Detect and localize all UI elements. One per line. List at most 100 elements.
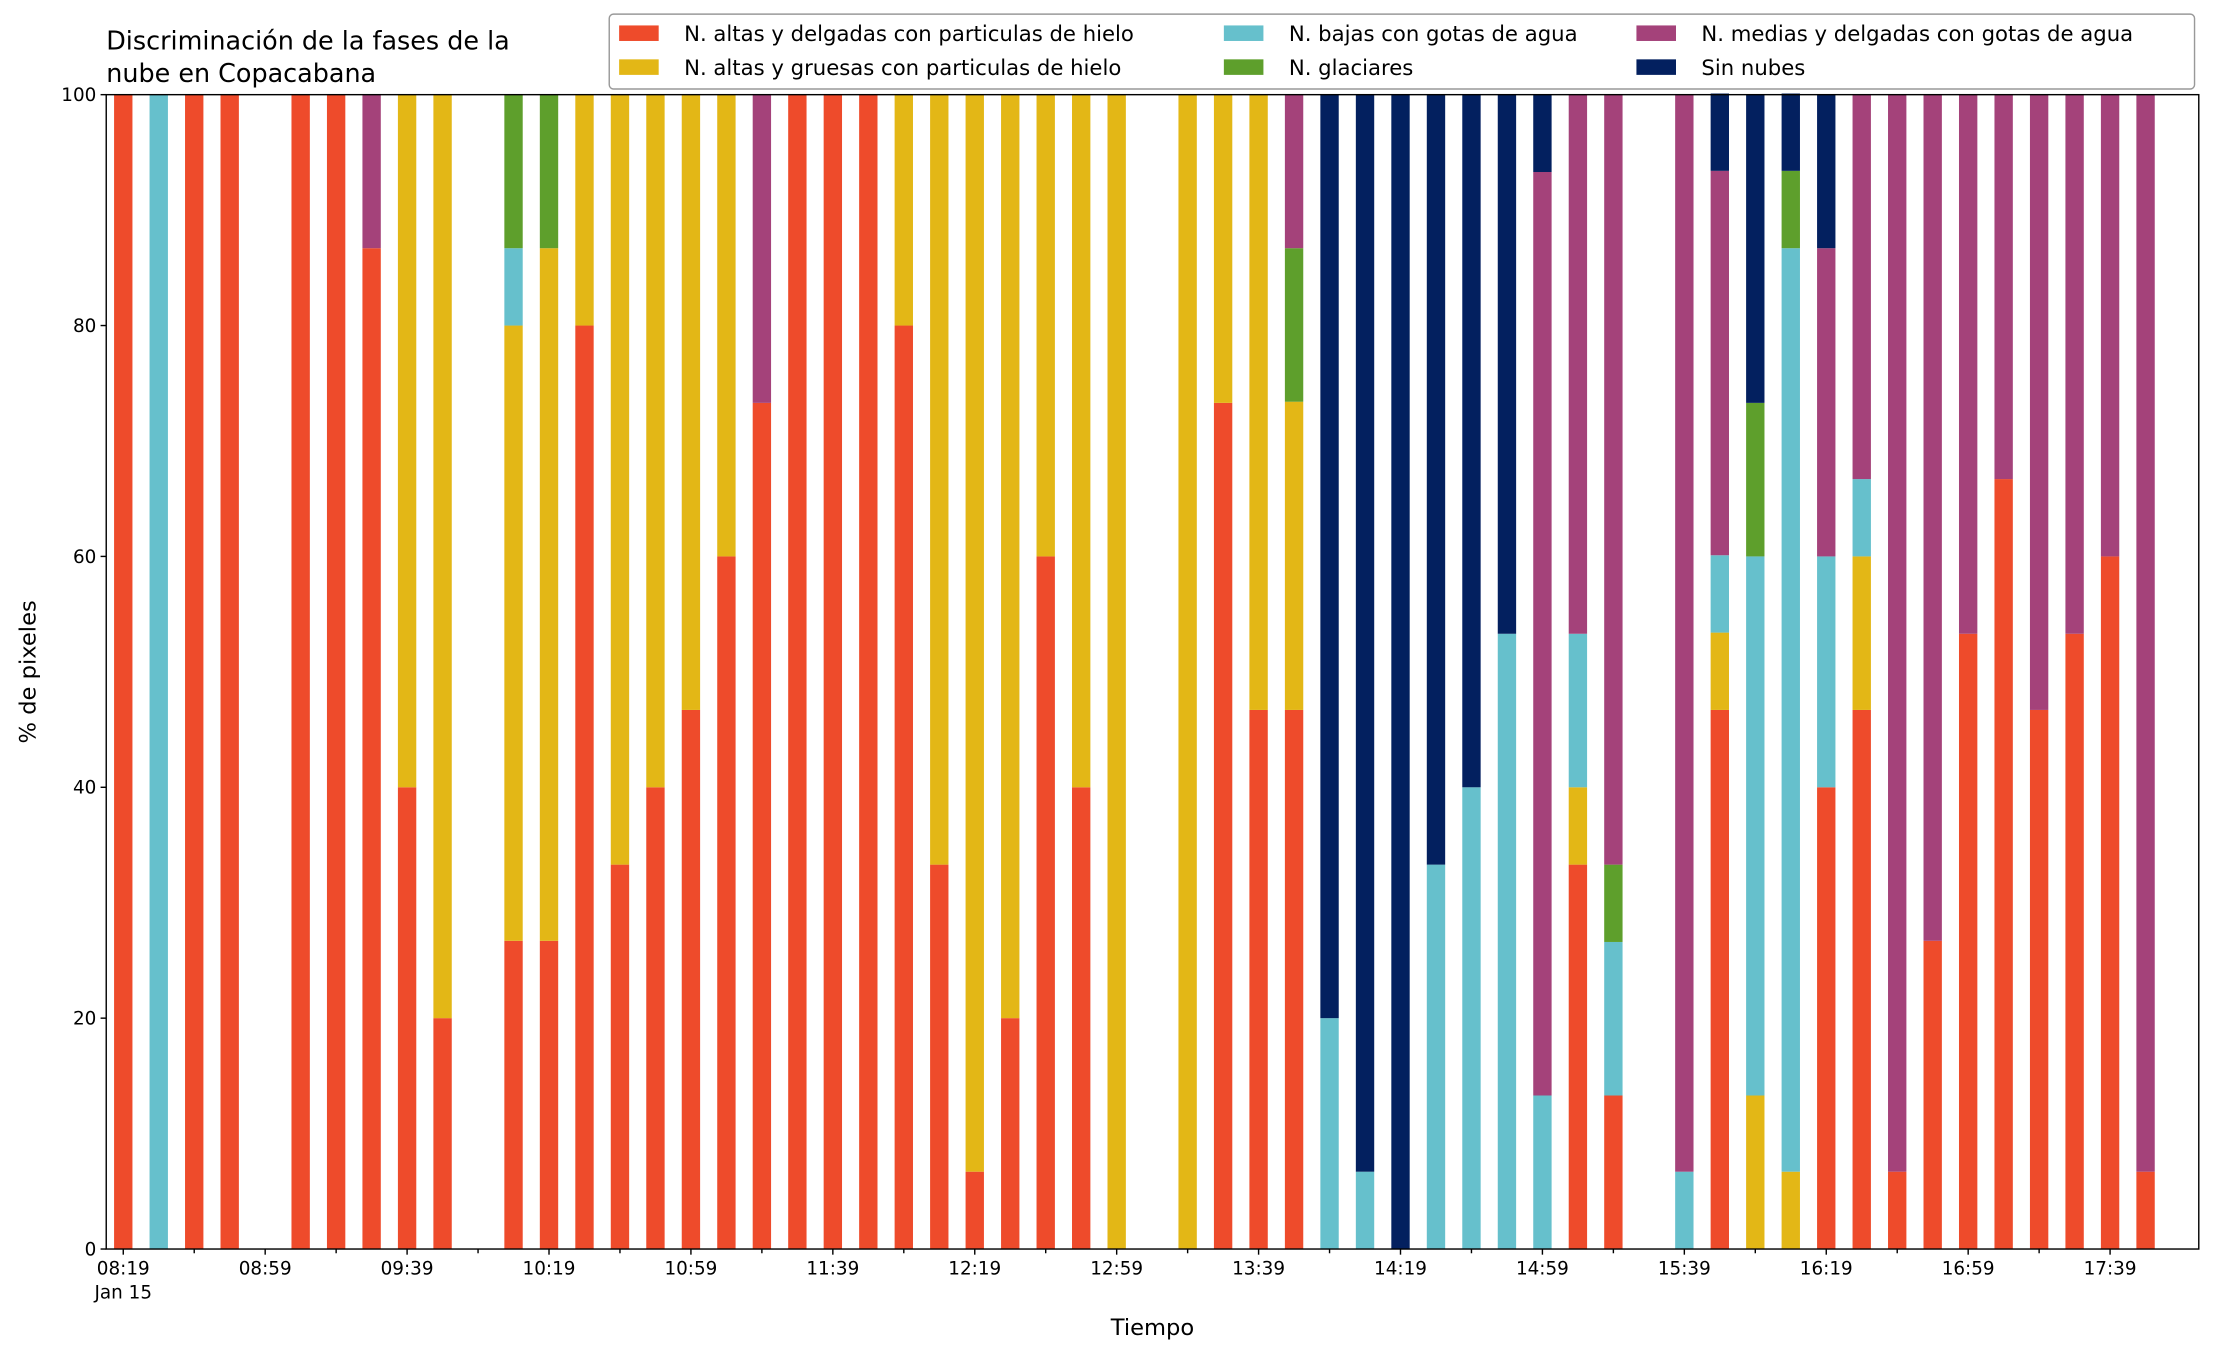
bar-segment [894,94,913,326]
x-tick-label: 17:39 [2084,1258,2137,1279]
bar-segment [504,94,523,249]
x-axis-label: Tiempo [1110,1315,1194,1341]
legend-swatch [619,59,659,75]
x-tick-label: 10:19 [523,1258,576,1279]
bar-segment [1604,864,1623,942]
bar-segment [1817,94,1836,249]
bar-segment [823,94,843,1250]
y-tick-label: 100 [61,85,96,106]
legend-label: N. altas y delgadas con particulas de hi… [684,21,1134,46]
x-tick-label: 15:39 [1658,1258,1711,1279]
bar-segment [1036,556,1055,1250]
bar-segment [1710,93,1729,171]
bar-segment [681,94,701,710]
x-tick-label: 13:39 [1232,1258,1285,1279]
bar-segment [1994,479,2013,1250]
bar-segment [1284,248,1304,402]
bar-segment [1604,941,1623,1096]
bar-segment [2065,94,2084,634]
bar-segment [1781,1171,1800,1250]
bar-segment [1604,94,1623,865]
bar-segment [1284,709,1304,1250]
x-tick-label: 08:19 [97,1258,150,1279]
bar-segment [1001,94,1020,1019]
bar-segment [1888,94,1907,1172]
bar-segment [1568,787,1588,865]
bar-segment [1178,94,1197,1250]
x-tick-label: 10:59 [664,1258,717,1279]
bar-segment [1746,1095,1765,1250]
bar-segment [149,94,168,1250]
bar-segment [1213,94,1233,403]
legend-label: N. altas y gruesas con particulas de hie… [684,55,1121,80]
bar-segment [1533,1095,1552,1250]
bar-segment [1107,94,1126,1250]
bar-segment [1072,94,1091,788]
bar-segment [788,94,807,1250]
bar-segment [1746,402,1765,557]
legend-swatch [1223,25,1264,41]
bar-segment [1391,94,1410,1250]
bar-segment [1710,709,1729,1250]
bar-segment [1462,94,1481,788]
x-tick-label: 14:19 [1374,1258,1427,1279]
bar-segment [1284,401,1304,710]
bar-segment [1355,1171,1375,1250]
legend-label: N. medias y delgadas con gotas de agua [1701,21,2133,46]
bar-segment [504,248,523,326]
bar-segment [930,864,949,1250]
bar-segment [610,94,630,865]
legend-label: N. bajas con gotas de agua [1289,21,1578,46]
bar-segment [2029,709,2049,1250]
x-tick-label: 12:59 [1090,1258,1143,1279]
bar-segment [646,94,665,788]
bar-segment [1958,94,1978,634]
bar-segment [2100,94,2120,557]
bar-segment [2100,556,2120,1250]
legend-swatch [1223,59,1264,75]
bar-segment [220,94,239,1250]
bar-segment [2029,94,2049,710]
bar-segment [610,864,630,1250]
title-line: Discriminación de la fases de la [106,25,510,55]
x-date-label: Jan 15 [94,1282,153,1303]
bar-segment [1852,709,1871,1250]
bar-segment [1036,94,1055,557]
bar-segment [1284,94,1304,249]
x-tick-label: 14:59 [1516,1258,1569,1279]
bar-segment [575,94,594,326]
bar-segment [1710,555,1729,633]
y-tick-label: 0 [85,1239,97,1260]
y-tick-label: 80 [73,316,96,337]
bar-segment [646,787,665,1250]
bar-segment [2136,1171,2155,1250]
bar-segment [1568,94,1588,634]
plot-frame [105,93,2200,1250]
bar-segment [1320,1018,1339,1250]
bar-segment [752,402,772,1250]
bar-segment [1355,94,1375,1172]
bar-segment [1781,93,1800,171]
y-tick-label: 40 [73,778,96,799]
bar-segment [1568,633,1588,788]
bar-segment [1497,94,1517,634]
bar-segment [185,94,204,1250]
bar-segment [1675,94,1694,1172]
bar-segment [575,325,594,1250]
bar-segment [362,248,381,1250]
bar-segment [717,94,736,557]
bar-segment [1675,1171,1694,1250]
bar-segment [1320,94,1339,1019]
bar-segment [362,94,381,249]
x-tick-label: 11:39 [806,1258,859,1279]
bar-segment [326,94,346,1250]
bar-segment [1604,1095,1623,1250]
bar-segment [1249,94,1268,710]
bar-segment [930,94,949,865]
bar-segment [504,940,523,1250]
bar-segment [681,709,701,1250]
bar-segment [1923,94,1942,941]
legend-swatch [619,25,659,41]
